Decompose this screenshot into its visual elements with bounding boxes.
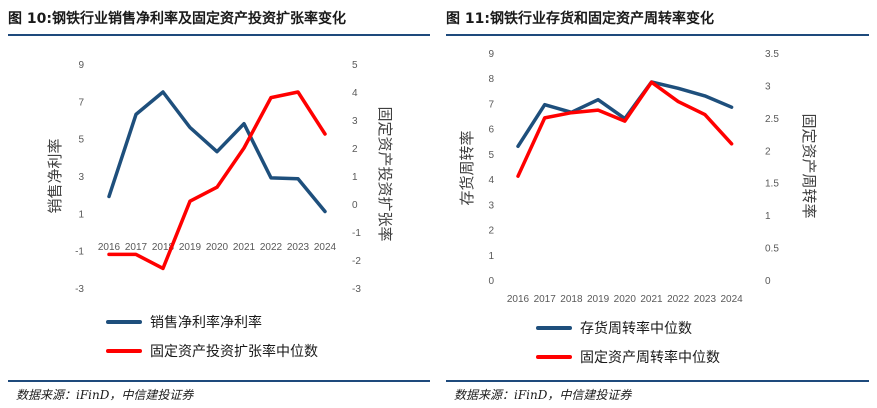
x-tick-label: 2022 (260, 242, 283, 253)
chart-panel-right: 图 11:钢铁行业存货和固定资产周转率变化 9 8 7 6 5 4 3 2 1 0 3.5 3 2.5 2… (438, 0, 877, 408)
legend-label: 固定资产投资扩张率中位数 (150, 343, 318, 360)
y-left-tick-label: 5 (488, 150, 494, 161)
chart-panel-left: 图 10:钢铁行业销售净利率及固定资产投资扩张率变化 9 7 5 3 1 -1 -3 5 4 3 2… (0, 0, 438, 408)
y-right-tick-label: 0 (352, 200, 358, 211)
y-left-tick-label: 0 (488, 276, 494, 287)
x-tick-label: 2021 (640, 294, 663, 305)
y-left-axis-label: 销售净利率 (46, 138, 64, 213)
y-right-tick-label: 4 (352, 88, 358, 99)
y-right-tick-label: 1 (352, 172, 358, 183)
x-tick-label: 2018 (560, 294, 583, 305)
title-rule (8, 34, 430, 36)
y-left-axis-label: 存货周转率 (458, 130, 476, 205)
y-right-tick-label: 2.5 (765, 114, 779, 125)
series-line-right-axis (516, 80, 734, 178)
x-tick-label: 2024 (720, 294, 743, 305)
y-right-tick-label: 3 (765, 81, 771, 92)
source-rule (446, 380, 869, 382)
x-tick-label: 2017 (125, 242, 148, 253)
y-right-tick-label: 5 (352, 60, 358, 71)
x-tick-label: 2020 (206, 242, 229, 253)
y-right-tick-label: -2 (352, 256, 361, 267)
y-left-tick-label: 3 (78, 172, 84, 183)
y-left-tick-label: 8 (488, 74, 494, 85)
y-right-axis-label: 固定资产周转率 (800, 113, 818, 218)
title-rule (446, 34, 869, 36)
x-tick-label: 2016 (98, 242, 121, 253)
y-right-tick-label: 2 (352, 144, 358, 155)
x-tick-label: 2017 (534, 294, 557, 305)
y-left-tick-label: 1 (488, 251, 494, 262)
y-right-tick-label: 3.5 (765, 49, 779, 60)
y-left-tick-label: 7 (488, 99, 494, 110)
legend-label: 存货周转率中位数 (580, 320, 692, 337)
y-left-tick-label: 7 (78, 97, 84, 108)
x-tick-label: 2024 (314, 242, 337, 253)
source-rule (8, 380, 430, 382)
y-left-tick-label: 2 (488, 226, 494, 237)
source-note: 数据来源：iFinD，中信建投证券 (454, 388, 632, 402)
y-left-tick-label: 6 (488, 125, 494, 136)
source-note: 数据来源：iFinD，中信建投证券 (16, 388, 194, 402)
y-left-tick-label: 3 (488, 200, 494, 211)
y-right-axis-label: 固定资产投资扩张率 (376, 106, 394, 241)
y-left-tick-label: -1 (75, 247, 84, 258)
x-tick-label: 2023 (287, 242, 310, 253)
y-right-tick-label: 0 (765, 276, 771, 287)
legend-label: 销售净利率净利率 (150, 314, 262, 331)
series-line-left-axis (516, 80, 734, 149)
chart-svg: 9 8 7 6 5 4 3 2 1 0 3.5 3 2.5 2 1.5 1 0.5 0 2016 2017 2018 20… (458, 49, 818, 366)
x-tick-label: 2020 (614, 294, 637, 305)
x-tick-label: 2021 (233, 242, 256, 253)
y-right-tick-label: -3 (352, 284, 361, 295)
y-right-tick-label: 1.5 (765, 179, 779, 190)
y-right-tick-label: -1 (352, 228, 361, 239)
x-tick-label: 2016 (507, 294, 530, 305)
y-left-tick-label: 5 (78, 135, 84, 146)
x-tick-label: 2019 (587, 294, 610, 305)
figure-title: 图 11:钢铁行业存货和固定资产周转率变化 (446, 11, 714, 27)
y-right-tick-label: 0.5 (765, 244, 779, 255)
x-tick-label: 2023 (694, 294, 717, 305)
legend-label: 固定资产周转率中位数 (580, 349, 720, 366)
series-line-right-axis (107, 90, 327, 271)
y-left-tick-label: 9 (78, 60, 84, 71)
y-left-tick-label: -3 (75, 284, 84, 295)
chart-svg: 9 7 5 3 1 -1 -3 5 4 3 2 1 0 -1 -2 -3 2016 2017 2018 2019 202… (46, 60, 394, 360)
y-right-tick-label: 2 (765, 146, 771, 157)
y-left-tick-label: 1 (78, 209, 84, 220)
y-right-tick-label: 3 (352, 116, 358, 127)
y-left-tick-label: 9 (488, 49, 494, 60)
series-line-left-axis (107, 90, 327, 214)
x-tick-label: 2019 (179, 242, 202, 253)
y-right-tick-label: 1 (765, 211, 771, 222)
figure-title: 图 10:钢铁行业销售净利率及固定资产投资扩张率变化 (8, 11, 346, 27)
y-left-tick-label: 4 (488, 175, 494, 186)
x-tick-label: 2022 (667, 294, 690, 305)
x-tick-label: 2018 (152, 242, 175, 253)
